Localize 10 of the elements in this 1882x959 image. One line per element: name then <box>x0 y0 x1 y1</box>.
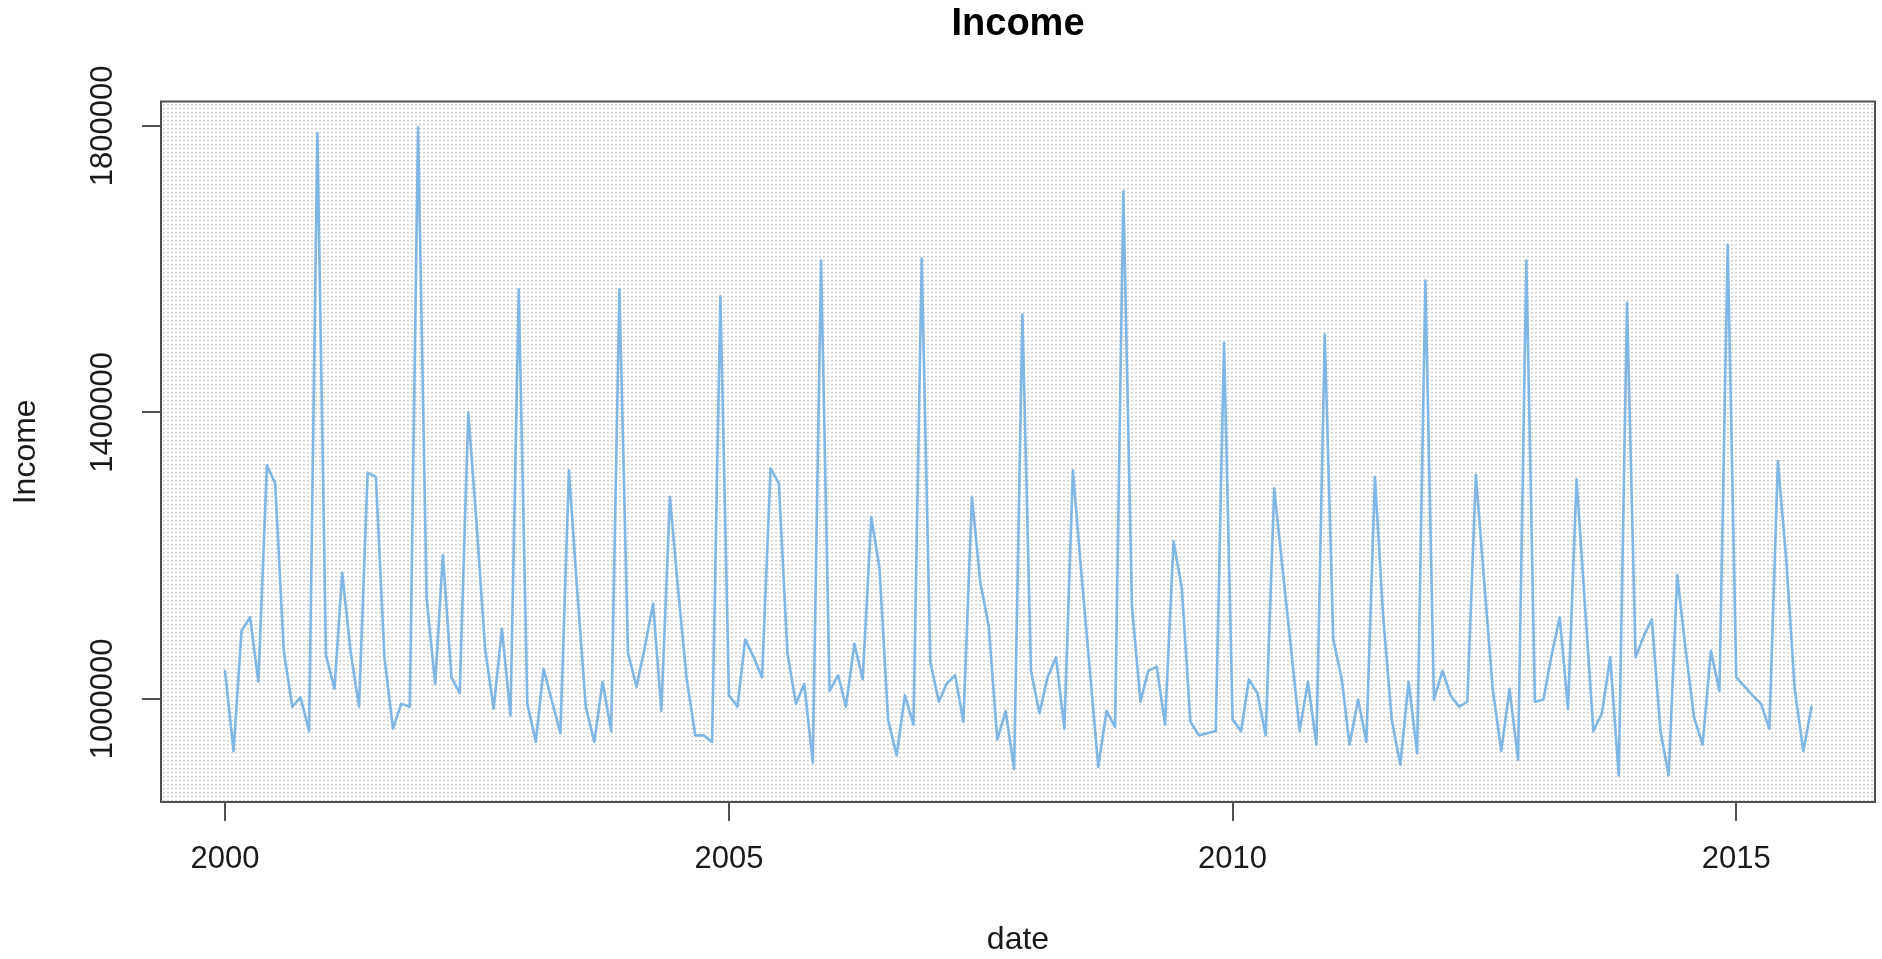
x-axis-title: date <box>986 919 1050 956</box>
x-tick-label: 2005 <box>694 840 764 876</box>
x-tick-label: 2000 <box>190 840 260 876</box>
y-tick-label: 1800000 <box>84 65 120 187</box>
y-axis-title: Income <box>6 399 43 505</box>
y-tick-label: 1400000 <box>84 352 120 473</box>
x-tick-label: 2010 <box>1198 840 1268 876</box>
x-tick-label: 2015 <box>1701 840 1771 876</box>
y-tick-label: 1000000 <box>84 638 120 760</box>
chart-title: Income <box>951 1 1085 44</box>
